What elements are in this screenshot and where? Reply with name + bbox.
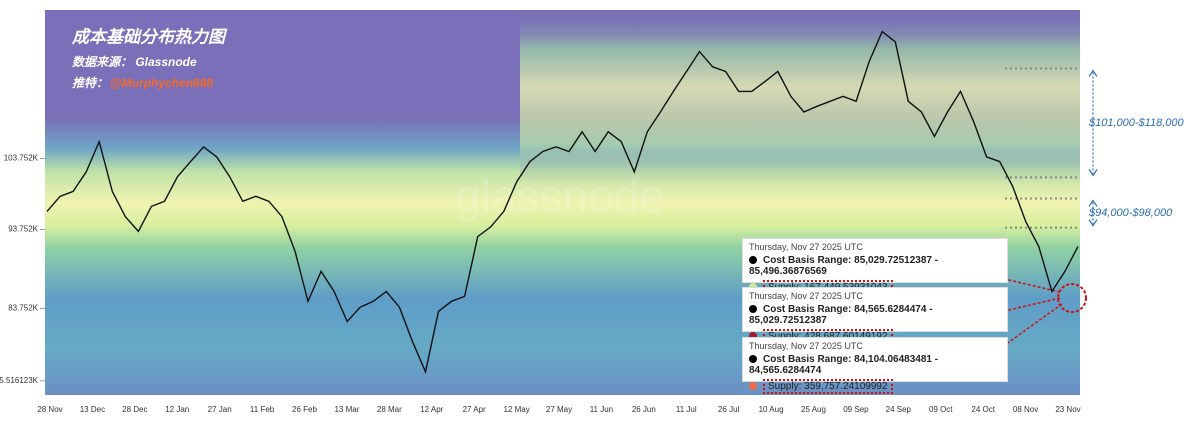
x-tick-label: 12 May (503, 405, 529, 414)
tooltip: Thursday, Nov 27 2025 UTC Cost Basis Ran… (742, 238, 1008, 295)
arrow-head (1088, 69, 1098, 177)
x-tick-label: 24 Oct (971, 405, 995, 414)
tooltip-dot (749, 382, 757, 391)
tooltip-date: Thursday, Nov 27 2025 UTC (749, 242, 863, 252)
range-label: $94,000-$98,000 (1088, 207, 1173, 219)
x-tick-label: 26 Jun (632, 405, 656, 414)
x-tick-label: 27 May (546, 405, 572, 414)
title: 成本基础分布热力图 (71, 27, 228, 46)
x-tick-label: 13 Mar (334, 405, 359, 414)
x-tick-label: 09 Oct (929, 405, 953, 414)
twitter-label: 推特： (72, 76, 108, 90)
y-tick-label: 93.752K (8, 225, 38, 234)
tooltip-date: Thursday, Nov 27 2025 UTC (749, 291, 863, 301)
x-tick-label: 12 Jan (165, 405, 189, 414)
x-tick-label: 11 Feb (250, 405, 275, 414)
x-tick-label: 28 Nov (37, 405, 62, 414)
tooltip-dot (749, 332, 757, 341)
x-tick-label: 25 Aug (801, 405, 826, 414)
x-tick-label: 08 Nov (1013, 405, 1038, 414)
tooltip: Thursday, Nov 27 2025 UTC Cost Basis Ran… (742, 287, 1008, 344)
y-tick-label: 75.516123K (0, 376, 39, 385)
y-tick-label: 83.752K (8, 304, 38, 313)
arrow-head (1088, 199, 1098, 227)
twitter-handle: @Murphychen888 (110, 76, 213, 90)
source: 数据来源： Glassnode (72, 55, 197, 69)
x-tick-label: 11 Jun (590, 405, 613, 414)
tooltip-range: Cost Basis Range: 84,565.6284474 - 85,02… (749, 304, 933, 326)
tooltip-range: Cost Basis Range: 85,029.72512387 - 85,4… (749, 255, 939, 277)
x-tick-label: 12 Apr (420, 405, 443, 414)
tooltip: Thursday, Nov 27 2025 UTC Cost Basis Ran… (742, 337, 1008, 394)
x-tick-label: 28 Dec (122, 405, 147, 414)
x-tick-label: 23 Nov (1055, 405, 1080, 414)
x-tick-label: 27 Apr (463, 405, 486, 414)
x-tick-label: 26 Jul (718, 405, 740, 414)
x-tick-label: 10 Aug (759, 405, 784, 414)
annotations: $101,000-$118,000 $94,000-$98,000 (1005, 67, 1184, 229)
tooltip-date: Thursday, Nov 27 2025 UTC (749, 341, 863, 351)
x-tick-label: 27 Jan (208, 405, 232, 414)
x-tick-label: 26 Feb (292, 405, 317, 414)
tooltip-range: Cost Basis Range: 84,104.06483481 - 84,5… (749, 354, 939, 376)
y-tick-label: 103.752K (4, 154, 39, 163)
tooltip-supply: Supply: 359,757.24109992 (763, 379, 893, 394)
x-tick-label: 28 Mar (377, 405, 402, 414)
x-tick-label: 24 Sep (886, 405, 912, 414)
x-tick-label: 13 Dec (80, 405, 105, 414)
highlight-circle (1057, 283, 1087, 313)
range-label: $101,000-$118,000 (1088, 117, 1184, 129)
watermark: glassnode (455, 170, 665, 222)
x-tick-label: 11 Jul (676, 405, 697, 414)
x-tick-label: 09 Sep (843, 405, 869, 414)
price-line (46, 30, 1079, 375)
